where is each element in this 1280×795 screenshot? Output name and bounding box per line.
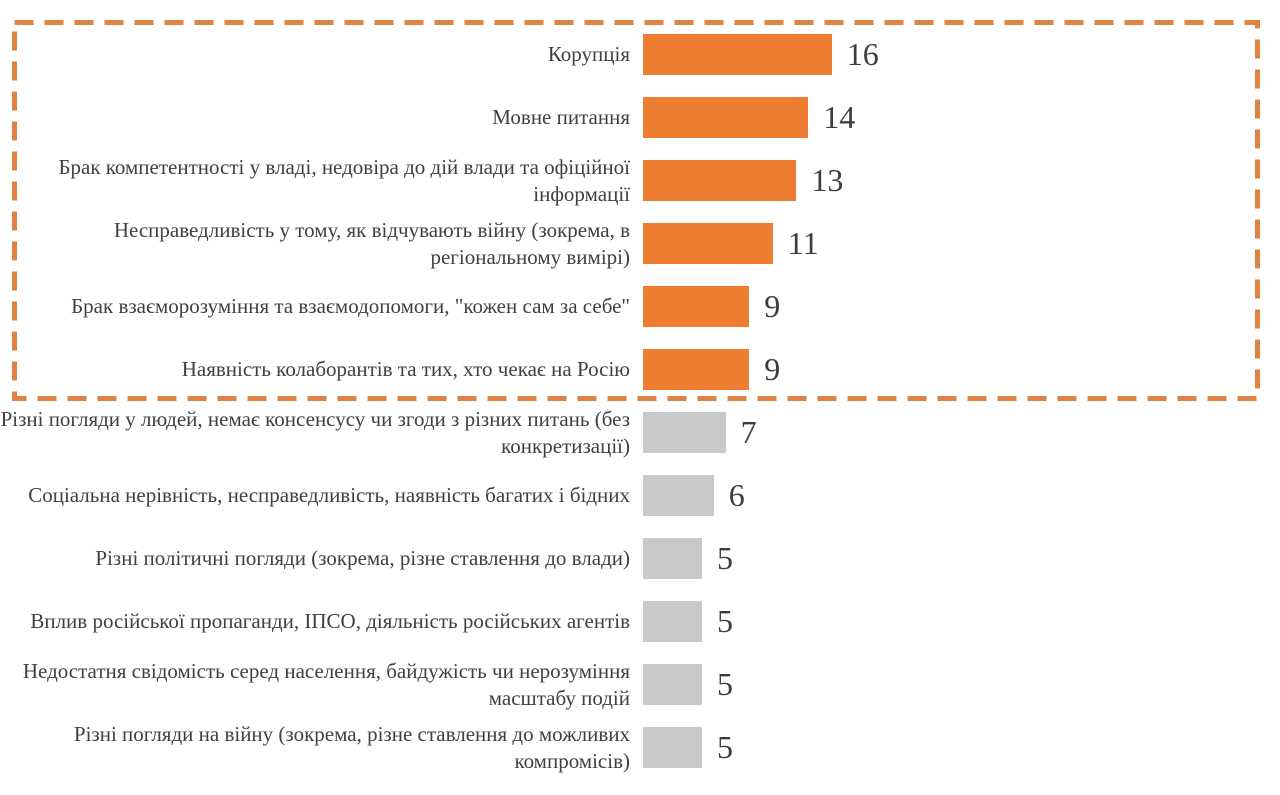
category-label: Несправедливість у тому, як відчувають в… bbox=[113, 217, 630, 269]
chart-row: Недостатня свідомість серед населення, б… bbox=[0, 653, 1280, 716]
bar-area: 9 bbox=[643, 286, 1280, 327]
category-label: Різні політичні погляди (зокрема, різне … bbox=[95, 546, 630, 570]
bar bbox=[643, 412, 726, 453]
chart-row: Корупція 16 bbox=[0, 23, 1280, 86]
bar-area: 7 bbox=[643, 412, 1280, 453]
category-label: Брак взаєморозуміння та взаємодопомоги, … bbox=[71, 294, 630, 318]
category-label: Різні погляди у людей, немає консенсусу … bbox=[0, 406, 630, 458]
category-label: Мовне питання bbox=[492, 105, 630, 129]
chart-row: Мовне питання 14 bbox=[0, 86, 1280, 149]
bar bbox=[643, 34, 832, 75]
bar-area: 5 bbox=[643, 538, 1280, 579]
value-label: 9 bbox=[764, 351, 781, 387]
bar-area: 9 bbox=[643, 349, 1280, 390]
bar bbox=[643, 349, 750, 390]
bar bbox=[643, 538, 702, 579]
chart-row: Вплив російської пропаганди, ІПСО, діяль… bbox=[0, 590, 1280, 653]
category-label: Різні погляди на війну (зокрема, різне с… bbox=[73, 721, 630, 773]
bar-area: 13 bbox=[643, 160, 1280, 201]
value-label: 14 bbox=[823, 99, 856, 135]
category-label: Корупція bbox=[547, 42, 630, 66]
chart-row: Несправедливість у тому, як відчувають в… bbox=[0, 212, 1280, 275]
bar-area: 5 bbox=[643, 727, 1280, 768]
chart-row: Різні погляди у людей, немає консенсусу … bbox=[0, 401, 1280, 464]
bar bbox=[643, 286, 750, 327]
value-label: 13 bbox=[811, 162, 844, 198]
chart-row: Соціальна нерівність, несправедливість, … bbox=[0, 464, 1280, 527]
chart-row: Різні погляди на війну (зокрема, різне с… bbox=[0, 716, 1280, 779]
bar bbox=[643, 223, 773, 264]
bar bbox=[643, 97, 809, 138]
value-label: 6 bbox=[728, 477, 745, 513]
bar bbox=[643, 727, 702, 768]
category-label: Вплив російської пропаганди, ІПСО, діяль… bbox=[30, 609, 630, 633]
bar bbox=[643, 160, 797, 201]
chart-row: Брак взаєморозуміння та взаємодопомоги, … bbox=[0, 275, 1280, 338]
category-label: Брак компетентності у владі, недовіра до… bbox=[58, 154, 630, 206]
value-label: 16 bbox=[846, 36, 879, 72]
category-label: Соціальна нерівність, несправедливість, … bbox=[28, 483, 630, 507]
value-label: 9 bbox=[764, 288, 781, 324]
value-label: 5 bbox=[717, 603, 733, 639]
bar-area: 11 bbox=[643, 223, 1280, 264]
bar bbox=[643, 475, 714, 516]
bar bbox=[643, 664, 702, 705]
category-label: Наявність колаборантів та тих, хто чекає… bbox=[181, 357, 630, 381]
chart-row: Різні політичні погляди (зокрема, різне … bbox=[0, 527, 1280, 590]
chart-row: Брак компетентності у владі, недовіра до… bbox=[0, 149, 1280, 212]
bar-area: 5 bbox=[643, 664, 1280, 705]
bar-area: 16 bbox=[643, 34, 1280, 75]
bar-area: 5 bbox=[643, 601, 1280, 642]
category-label: Недостатня свідомість серед населення, б… bbox=[22, 658, 630, 710]
chart-row: Наявність колаборантів та тих, хто чекає… bbox=[0, 338, 1280, 401]
value-label: 5 bbox=[717, 540, 733, 576]
value-label: 11 bbox=[787, 225, 819, 261]
bar-area: 6 bbox=[643, 475, 1280, 516]
value-label: 5 bbox=[717, 666, 733, 702]
bar-area: 14 bbox=[643, 97, 1280, 138]
value-label: 5 bbox=[717, 729, 733, 765]
bar bbox=[643, 601, 702, 642]
value-label: 7 bbox=[740, 414, 757, 450]
